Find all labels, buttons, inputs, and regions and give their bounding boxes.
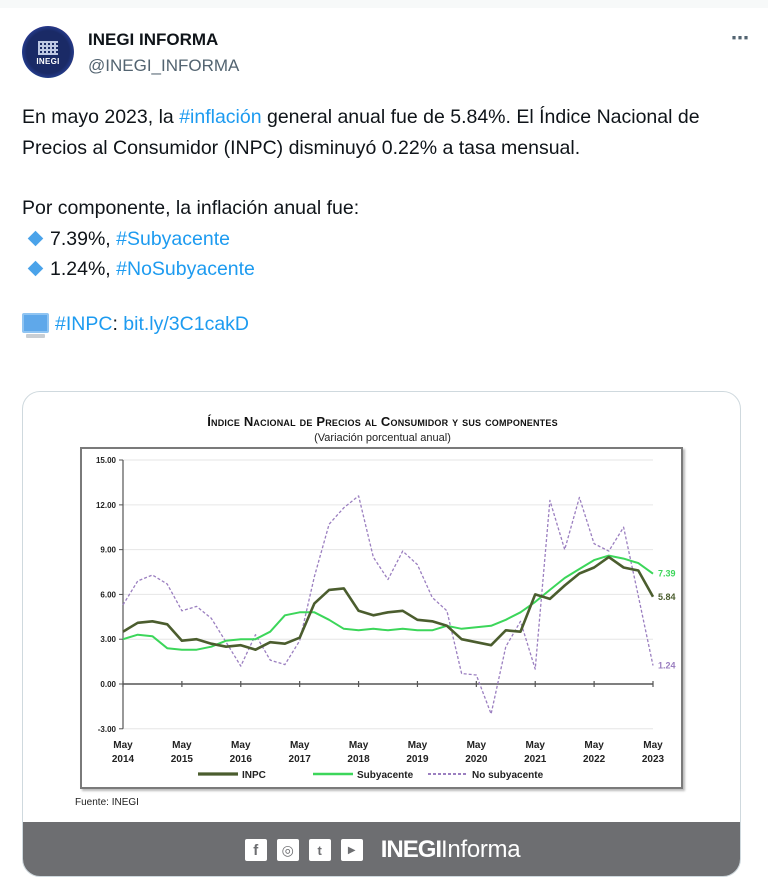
- x-tick-month: May: [113, 740, 133, 751]
- x-tick-year: 2014: [112, 754, 135, 765]
- card-footer: f ◎ t ▶ INEGIInforma: [23, 822, 740, 876]
- x-tick-month: May: [231, 740, 251, 751]
- x-tick-month: May: [643, 740, 663, 751]
- bullet-subyacente: 7.39%, #Subyacente: [22, 224, 742, 255]
- display-name[interactable]: INEGI INFORMA: [88, 30, 219, 49]
- tweet-paragraph-1: En mayo 2023, la #inflación general anua…: [22, 102, 742, 163]
- tweet-text: En mayo 2023, la #inflación general anua…: [22, 102, 742, 339]
- y-tick-label: 6.00: [100, 590, 116, 599]
- svg-text:7.39: 7.39: [658, 569, 676, 579]
- svg-text:5.84: 5.84: [658, 592, 676, 602]
- hashtag-subyacente-link[interactable]: #Subyacente: [116, 227, 230, 250]
- x-tick-month: May: [172, 740, 192, 751]
- x-tick-month: May: [467, 740, 487, 751]
- hashtag-inpc-link[interactable]: #INPC: [55, 312, 113, 335]
- avatar-label: INEGI: [36, 56, 60, 66]
- series-line-no-subyacente: [122, 495, 654, 715]
- facebook-icon[interactable]: f: [244, 839, 267, 861]
- hashtag-inflacion-link[interactable]: #inflación: [179, 106, 262, 128]
- user-handle[interactable]: @INEGI_INFORMA: [88, 56, 240, 75]
- chart-frame: [80, 447, 683, 789]
- inflation-line-chart: 15.00 12.00 9.00 6.00 3.00 0.00 -3.00 May 2014 Ma…: [96, 456, 676, 781]
- bitly-link[interactable]: bit.ly/3C1cakD: [123, 312, 249, 335]
- inegi-logo-icon: [38, 40, 58, 55]
- inegi-informa-brand: INEGIInforma: [381, 836, 521, 864]
- blue-diamond-icon: [27, 230, 44, 247]
- y-tick-label: 12.00: [96, 501, 117, 510]
- y-tick-label: 3.00: [100, 635, 116, 644]
- avatar[interactable]: INEGI: [22, 26, 74, 78]
- x-tick-month: May: [525, 740, 545, 751]
- y-tick-label: 9.00: [100, 546, 116, 555]
- chart-subtitle: (Variación porcentual anual): [314, 432, 451, 444]
- blue-diamond-icon: [27, 261, 44, 277]
- x-tick-year: 2016: [230, 754, 253, 765]
- bullet-value: 7.39%,: [50, 227, 117, 250]
- hashtag-nosubyacente-link[interactable]: #NoSubyacente: [116, 258, 255, 280]
- x-tick-year: 2015: [171, 754, 194, 765]
- brand-bold: INEGI: [380, 836, 442, 863]
- x-tick-year: 2017: [289, 754, 312, 765]
- x-tick-year: 2019: [406, 754, 429, 765]
- tweet-header: INEGI INEGI INFORMA @INEGI_INFORMA ⋯: [22, 26, 750, 82]
- x-tick-year: 2023: [642, 754, 665, 765]
- instagram-icon[interactable]: ◎: [276, 839, 299, 861]
- more-options-icon[interactable]: ⋯: [731, 28, 750, 48]
- series-line-inpc: [122, 555, 655, 652]
- x-tick-month: May: [290, 740, 310, 751]
- legend-label: No subyacente: [472, 770, 544, 781]
- text-span: En mayo 2023, la: [22, 106, 180, 128]
- chart-source: Fuente: INEGI: [75, 797, 139, 808]
- brand-light: Informa: [441, 836, 521, 863]
- text-span: general anual fue de 5.84%. El Índice Na…: [22, 106, 700, 159]
- component-intro: Por componente, la inflación anual fue:: [22, 197, 360, 219]
- inpc-link-line: #INPC: bit.ly/3C1cakD: [22, 309, 742, 340]
- x-tick-month: May: [584, 740, 604, 751]
- x-tick-year: 2018: [347, 754, 370, 765]
- x-tick-year: 2020: [465, 754, 488, 765]
- youtube-icon[interactable]: ▶: [340, 839, 363, 861]
- x-tick-month: May: [408, 740, 428, 751]
- media-card[interactable]: Índice Nacional de Precios al Consumidor…: [22, 391, 741, 877]
- twitter-icon[interactable]: t: [308, 839, 331, 861]
- bullet-nosubyacente: 1.24%, #NoSubyacente: [22, 254, 742, 285]
- y-tick-label: 0.00: [100, 680, 116, 689]
- series-line-subyacente: [122, 554, 654, 651]
- y-tick-label: -3.00: [98, 725, 117, 734]
- bullet-value: 1.24%,: [50, 258, 117, 280]
- legend-label: Subyacente: [357, 770, 414, 781]
- x-tick-year: 2021: [524, 754, 547, 765]
- x-tick-month: May: [349, 740, 369, 751]
- legend-label: INPC: [242, 770, 266, 781]
- text-span: :: [112, 312, 124, 335]
- previous-tweet-edge: [0, 0, 768, 8]
- x-tick-year: 2022: [583, 754, 606, 765]
- y-tick-label: 15.00: [96, 456, 117, 465]
- chart-title: Índice Nacional de Precios al Consumidor…: [207, 414, 558, 429]
- svg-text:1.24: 1.24: [658, 660, 676, 670]
- desktop-computer-icon: [22, 312, 49, 338]
